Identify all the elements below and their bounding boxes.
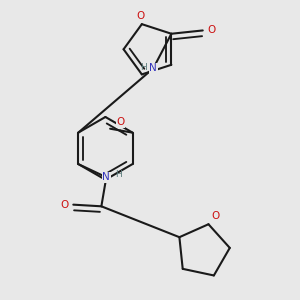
Text: O: O <box>207 26 215 35</box>
Text: O: O <box>136 11 144 21</box>
Text: N: N <box>149 63 157 74</box>
Text: N: N <box>102 172 110 182</box>
Text: H: H <box>140 63 147 72</box>
Text: O: O <box>212 211 220 221</box>
Text: O: O <box>61 200 69 210</box>
Text: H: H <box>115 170 122 179</box>
Text: O: O <box>116 117 124 127</box>
